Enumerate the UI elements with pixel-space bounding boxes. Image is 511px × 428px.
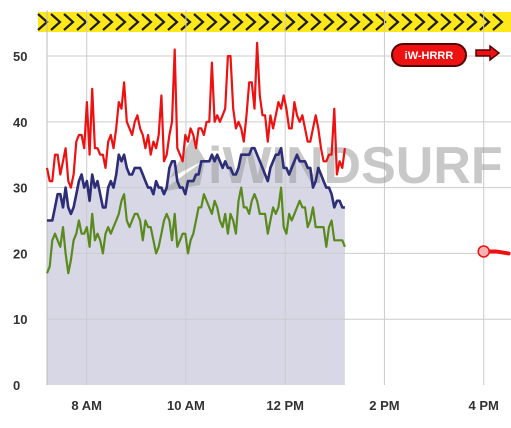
chevron-icon: [63, 13, 75, 31]
grid-lines: [46, 10, 511, 385]
chevron-icon: [180, 13, 192, 31]
average-area: [47, 148, 345, 385]
chevron-icon: [50, 13, 62, 31]
legend-label: iW-HRRR: [405, 50, 454, 62]
series-lull-line: [45, 186, 346, 275]
chevron-icon: [115, 13, 127, 31]
chevron-icon: [479, 13, 491, 31]
y-tick-label: 50: [13, 49, 27, 64]
chevron-icon: [492, 13, 504, 31]
chevron-icon: [414, 13, 426, 31]
chevron-icon: [219, 13, 231, 31]
chevron-icon: [349, 13, 361, 31]
y-tick-label: 10: [13, 312, 27, 327]
chevron-icon: [388, 13, 400, 31]
x-tick-label: 2 PM: [369, 398, 399, 413]
chevron-icon: [336, 13, 348, 31]
chevron-icon: [154, 13, 166, 31]
chevron-icon: [128, 13, 140, 31]
average-area-fill: [47, 148, 345, 385]
legend[interactable]: iW-HRRR: [391, 43, 501, 67]
watermark-text: iWINDSURF: [208, 137, 503, 195]
chevron-icon: [466, 13, 478, 31]
watermark: iWINDSURF: [160, 137, 503, 195]
forecast-series: [477, 245, 511, 258]
chevron-icon: [102, 13, 114, 31]
series-average-line: [47, 146, 345, 222]
chevron-icon: [141, 13, 153, 31]
chevron-icon: [258, 13, 270, 31]
chevron-icon: [375, 13, 387, 31]
chevron-icon: [284, 13, 296, 31]
chevron-icon: [271, 13, 283, 31]
forecast-point: [477, 245, 490, 258]
x-tick-label: 8 AM: [71, 398, 102, 413]
chevron-icon: [245, 13, 257, 31]
series-gust-line: [45, 41, 346, 189]
chevron-banner-icon: [37, 12, 511, 32]
chevron-icon: [76, 13, 88, 31]
x-tick-label: 4 PM: [469, 398, 499, 413]
legend-badge[interactable]: [391, 43, 467, 67]
y-tick-label: 20: [13, 246, 27, 261]
chevron-icon: [427, 13, 439, 31]
x-tick-label: 12 PM: [266, 398, 304, 413]
chevron-icon: [323, 13, 335, 31]
y-tick-label: 30: [13, 181, 27, 196]
chevron-icon: [401, 13, 413, 31]
x-tick-label: 10 AM: [167, 398, 205, 413]
chevron-icon: [232, 13, 244, 31]
chevron-icon: [206, 13, 218, 31]
chevron-icon: [453, 13, 465, 31]
x-axis-ticks: 8 AM 10 AM 12 PM 2 PM 4 PM: [71, 398, 498, 413]
y-tick-label: 0: [13, 378, 20, 393]
y-axis-ticks: 0 10 20 30 40 50: [13, 49, 27, 393]
chevron-icon: [89, 13, 101, 31]
y-tick-label: 40: [13, 115, 27, 130]
chevron-icon: [362, 13, 374, 31]
chevron-icon: [310, 13, 322, 31]
chevron-icon: [440, 13, 452, 31]
chevron-icon: [297, 13, 309, 31]
chevron-icon: [167, 13, 179, 31]
arrow-right-icon: [475, 44, 501, 62]
series-lines: [45, 41, 346, 275]
chevron-icon: [193, 13, 205, 31]
